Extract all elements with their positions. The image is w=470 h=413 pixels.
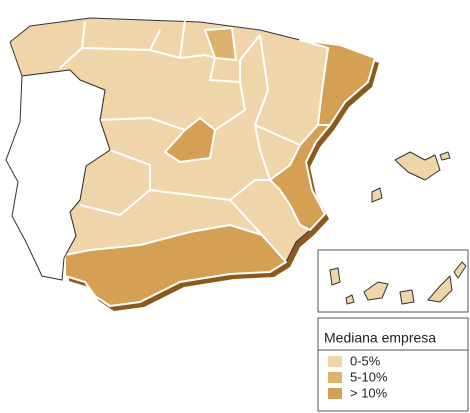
island: [453, 261, 467, 279]
region: [299, 39, 376, 126]
canarias-box: [317, 249, 469, 313]
legend-label: 0-5%: [350, 353, 381, 368]
legend-title: Mediana empresa: [324, 330, 436, 346]
island: [439, 151, 451, 161]
region: [204, 27, 237, 61]
legend-swatch: [328, 356, 342, 367]
island: [345, 294, 355, 305]
region: [64, 224, 287, 307]
island: [427, 275, 453, 303]
region: [164, 117, 216, 163]
island: [394, 151, 441, 181]
legend-swatch: [328, 388, 342, 399]
legend-swatch: [328, 372, 342, 383]
legend-label: 5-10%: [350, 369, 388, 384]
island: [399, 289, 415, 305]
island: [363, 281, 389, 301]
island: [371, 187, 383, 203]
portugal: [5, 69, 111, 281]
legend-box: [317, 317, 469, 412]
island: [329, 267, 341, 286]
region: [269, 124, 331, 231]
border: [59, 19, 301, 236]
legend-label: > 10%: [350, 385, 388, 400]
